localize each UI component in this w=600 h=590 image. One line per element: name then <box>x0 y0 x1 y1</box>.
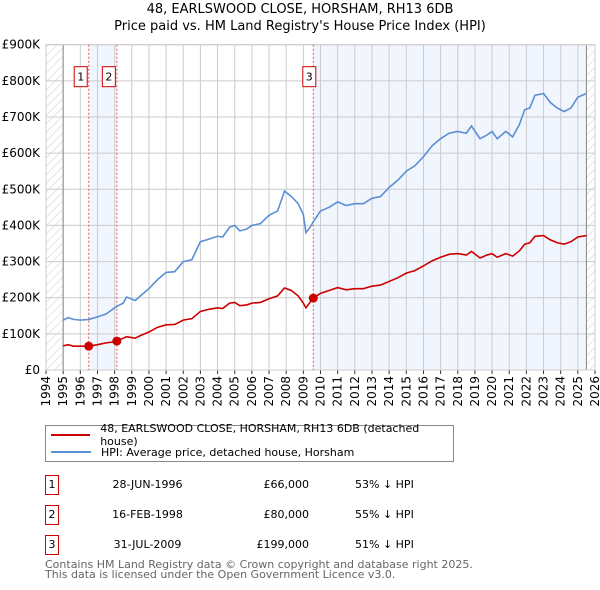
x-tick-label: 2017 <box>434 376 448 407</box>
x-tick-label: 2004 <box>211 376 225 407</box>
x-tick-label: 2000 <box>142 376 156 407</box>
hpi-line <box>62 92 587 321</box>
x-tick-label: 1996 <box>73 376 87 407</box>
ownership-shade <box>88 44 117 370</box>
footer-licence: This data is licensed under the Open Gov… <box>45 568 396 581</box>
y-tick-label: £500K <box>2 182 42 196</box>
x-tick-label: 2011 <box>331 376 345 407</box>
x-tick-label: 2008 <box>279 376 293 407</box>
x-tick-label: 2007 <box>262 376 276 407</box>
y-tick-label: £0 <box>25 363 40 377</box>
x-tick-label: 2012 <box>348 376 362 407</box>
transaction-hpi: 55% ↓ HPI <box>355 508 414 521</box>
no-data-region <box>586 44 595 370</box>
x-tick-label: 1997 <box>90 376 104 407</box>
x-tick-label: 2002 <box>176 376 190 407</box>
transaction-badge: 2 <box>45 505 59 525</box>
x-tick-label: 2021 <box>502 376 516 407</box>
sale-label-border <box>73 66 88 88</box>
legend-item-hpi: HPI: Average price, detached house, Hors… <box>46 444 354 460</box>
sale-label-box: 1 <box>73 66 88 88</box>
y-tick-label: £100K <box>2 327 42 341</box>
transaction-hpi: 53% ↓ HPI <box>355 478 414 491</box>
legend: 48, EARLSWOOD CLOSE, HORSHAM, RH13 6DB (… <box>45 422 454 462</box>
footer: Contains HM Land Registry data © Crown c… <box>45 558 473 581</box>
transaction-price: £66,000 <box>263 478 310 491</box>
chart-title: 48, EARLSWOOD CLOSE, HORSHAM, RH13 6DB <box>146 2 454 17</box>
sale-point <box>308 293 318 303</box>
price-chart: £0 £100K £200K £300K £400K £500K £600K £700K £80… <box>2 38 600 407</box>
x-tick-label: 2016 <box>416 376 430 407</box>
y-tick-label: £800K <box>2 74 42 88</box>
legend-item-property: 48, EARLSWOOD CLOSE, HORSHAM, RH13 6DB (… <box>46 422 453 448</box>
x-tick-label: 1995 <box>56 376 70 407</box>
y-tick-label: £900K <box>2 38 42 52</box>
transaction-badge: 3 <box>45 535 59 555</box>
legend-swatch-blue <box>51 451 91 453</box>
transaction-price: £80,000 <box>263 508 310 521</box>
sale-label-box: 3 <box>302 66 317 88</box>
x-tick-label: 2006 <box>245 376 259 407</box>
legend-swatch-red <box>51 434 91 436</box>
chart-subtitle: Price paid vs. HM Land Registry's House … <box>114 19 486 34</box>
transaction-date: 16-FEB-1998 <box>112 508 183 521</box>
sale-label-text: 3 <box>306 71 313 84</box>
x-tick-label: 2015 <box>399 376 413 407</box>
transaction-hpi: 51% ↓ HPI <box>355 538 414 551</box>
x-tick-label: 2018 <box>451 376 465 407</box>
x-tick-label: 2005 <box>228 376 242 407</box>
x-tick-label: 1994 <box>39 376 53 407</box>
y-tick-label: £700K <box>2 110 42 124</box>
x-tick-label: 2014 <box>382 376 396 407</box>
sale-label-border <box>302 66 317 88</box>
x-tick-label: 2001 <box>159 376 173 407</box>
x-tick-label: 2025 <box>571 376 585 407</box>
x-tick-label: 1998 <box>108 376 122 407</box>
x-tick-label: 2023 <box>537 376 551 407</box>
transaction-date: 31-JUL-2009 <box>113 538 182 551</box>
transaction-row: 3 31-JUL-2009 £199,000 51% ↓ HPI <box>45 535 465 555</box>
y-tick-label: £400K <box>2 218 42 232</box>
x-tick-label: 1999 <box>125 376 139 407</box>
transaction-row: 2 16-FEB-1998 £80,000 55% ↓ HPI <box>45 505 465 525</box>
x-tick-label: 2019 <box>468 376 482 407</box>
footer-copyright: Contains HM Land Registry data © Crown c… <box>45 558 473 571</box>
x-tick-label: 2013 <box>365 376 379 407</box>
x-tick-label: 2009 <box>296 376 310 407</box>
legend-label: 48, EARLSWOOD CLOSE, HORSHAM, RH13 6DB (… <box>100 422 420 448</box>
no-data-region <box>46 44 64 370</box>
x-tick-label: 2026 <box>588 376 600 407</box>
sale-label-box: 2 <box>101 66 116 88</box>
x-tick-label: 2003 <box>193 376 207 407</box>
transaction-date: 28-JUN-1996 <box>112 478 183 491</box>
sale-label-border <box>101 66 116 88</box>
legend-label: HPI: Average price, detached house, Hors… <box>101 445 355 459</box>
y-tick-label: £200K <box>2 291 42 305</box>
sale-point <box>112 336 122 346</box>
x-tick-label: 2022 <box>519 376 533 407</box>
transaction-price: £199,000 <box>256 538 310 551</box>
y-tick-label: £300K <box>2 255 42 269</box>
transaction-badge: 1 <box>45 475 59 495</box>
transaction-row: 1 28-JUN-1996 £66,000 53% ↓ HPI <box>45 475 465 495</box>
x-tick-label: 2024 <box>554 376 568 407</box>
ownership-shade <box>313 44 587 370</box>
x-tick-label: 2010 <box>314 376 328 407</box>
sale-label-text: 1 <box>77 71 84 84</box>
y-tick-label: £600K <box>2 146 42 160</box>
sale-point <box>84 341 94 351</box>
plot-border <box>45 44 596 371</box>
sale-label-text: 2 <box>105 71 112 84</box>
x-tick-label: 2020 <box>485 376 499 407</box>
